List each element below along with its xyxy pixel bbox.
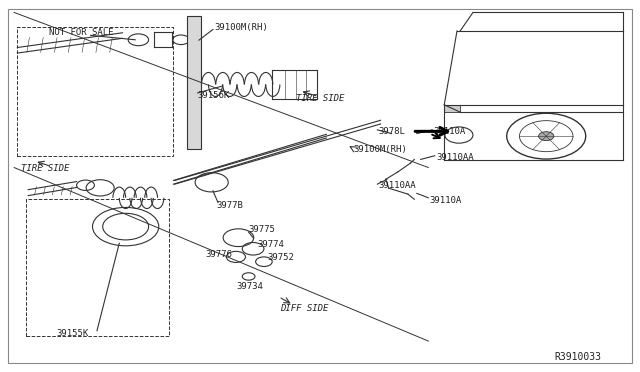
Text: 39110A: 39110A: [429, 196, 462, 205]
Text: 3977B: 3977B: [217, 201, 244, 210]
Text: R3910033: R3910033: [554, 352, 602, 362]
Text: 39110AA: 39110AA: [436, 153, 474, 162]
Text: TIRE SIDE: TIRE SIDE: [296, 94, 344, 103]
Text: DIFF SIDE: DIFF SIDE: [280, 304, 329, 313]
Bar: [444, 105, 460, 112]
Text: 39110A: 39110A: [433, 127, 466, 136]
Text: 39110AA: 39110AA: [379, 182, 416, 190]
Text: 39734: 39734: [236, 282, 263, 291]
Text: TIRE SIDE: TIRE SIDE: [20, 164, 69, 173]
Text: 39774: 39774: [257, 240, 284, 249]
Text: 3978L: 3978L: [379, 127, 406, 136]
Text: 39752: 39752: [268, 253, 294, 263]
Text: NOT FOR SALE: NOT FOR SALE: [49, 28, 113, 37]
Bar: [26, 199, 169, 336]
Text: 39775: 39775: [248, 225, 275, 234]
Text: 39100M(RH): 39100M(RH): [353, 145, 407, 154]
Circle shape: [539, 132, 554, 141]
Bar: [188, 16, 202, 149]
Bar: [17, 27, 173, 157]
Text: 39155K: 39155K: [56, 329, 89, 338]
Text: 39776: 39776: [205, 250, 232, 259]
Text: 39100M(RH): 39100M(RH): [215, 23, 269, 32]
Text: 39156K: 39156K: [198, 91, 230, 100]
